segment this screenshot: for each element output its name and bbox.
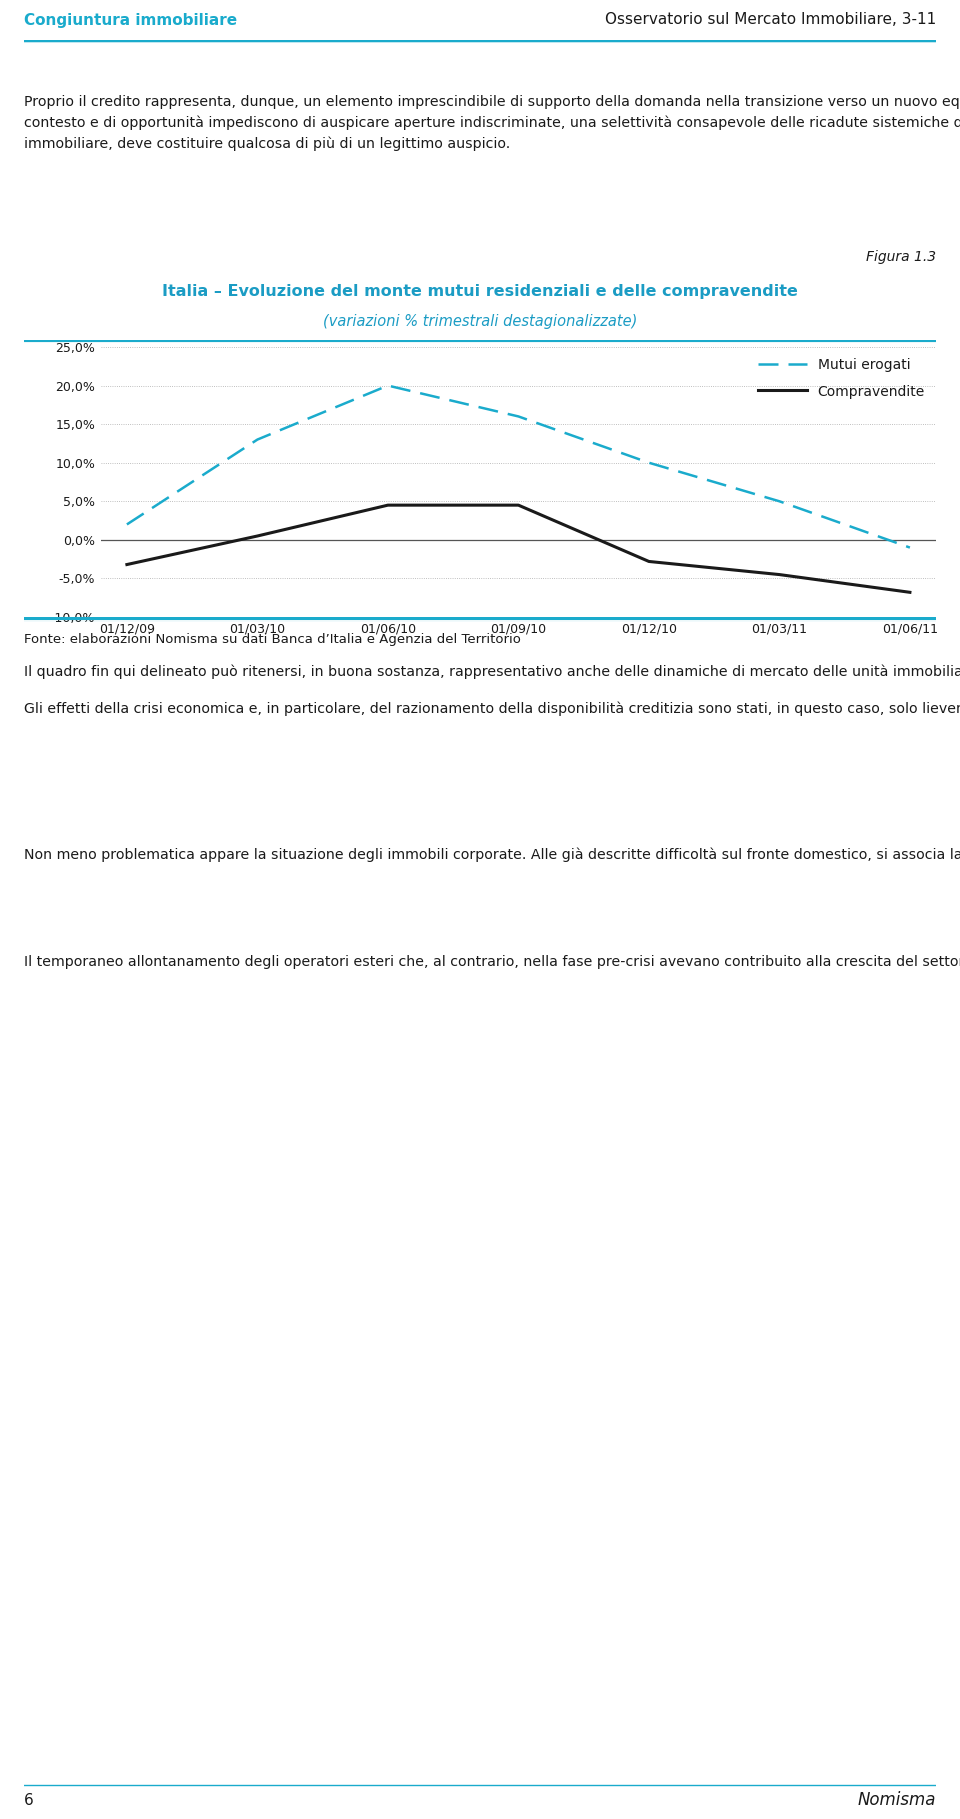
Text: Congiuntura immobiliare: Congiuntura immobiliare [24, 13, 237, 27]
Text: Non meno problematica appare la situazione degli immobili corporate. Alle già de: Non meno problematica appare la situazio… [24, 848, 960, 862]
Legend: Mutui erogati, Compravendite: Mutui erogati, Compravendite [754, 355, 929, 402]
Text: Fonte: elaborazioni Nomisma su dati Banca d’Italia e Agenzia del Territorio: Fonte: elaborazioni Nomisma su dati Banc… [24, 633, 521, 646]
Text: Il quadro fin qui delineato può ritenersi, in buona sostanza, rappresentativo an: Il quadro fin qui delineato può riteners… [24, 664, 960, 678]
Text: Nomisma: Nomisma [857, 1792, 936, 1810]
Text: Italia – Evoluzione del monte mutui residenziali e delle compravendite: Italia – Evoluzione del monte mutui resi… [162, 284, 798, 300]
Text: (variazioni % trimestrali destagionalizzate): (variazioni % trimestrali destagionalizz… [323, 315, 637, 329]
Text: Osservatorio sul Mercato Immobiliare, 3-11: Osservatorio sul Mercato Immobiliare, 3-… [605, 13, 936, 27]
Text: Gli effetti della crisi economica e, in particolare, del razionamento della disp: Gli effetti della crisi economica e, in … [24, 702, 960, 717]
Text: Il temporaneo allontanamento degli operatori esteri che, al contrario, nella fas: Il temporaneo allontanamento degli opera… [24, 955, 960, 970]
Text: 6: 6 [24, 1792, 34, 1808]
Text: Proprio il credito rappresenta, dunque, un elemento imprescindibile di supporto : Proprio il credito rappresenta, dunque, … [24, 95, 960, 151]
Text: Figura 1.3: Figura 1.3 [866, 251, 936, 264]
